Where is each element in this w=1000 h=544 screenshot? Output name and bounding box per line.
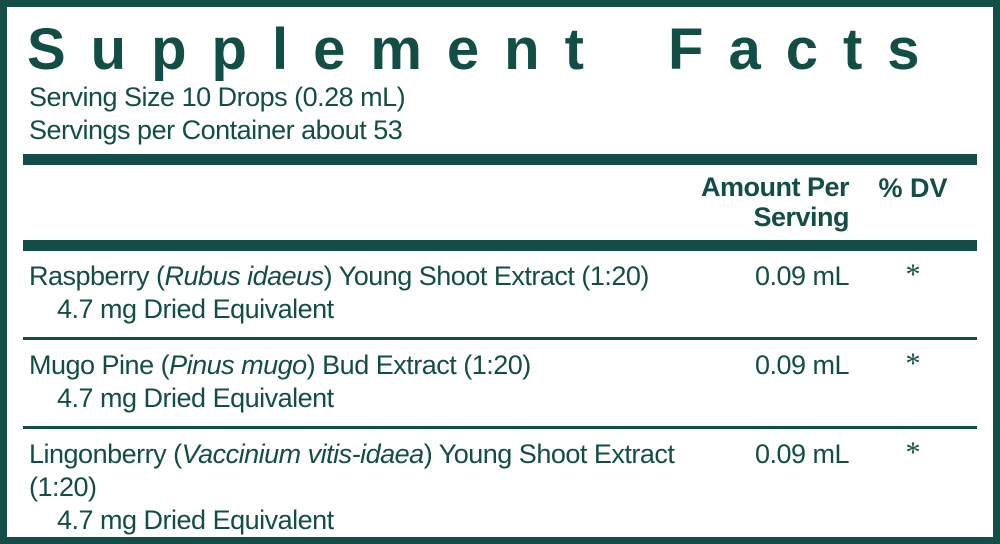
amount-value: 0.09 mL (754, 350, 850, 380)
row-divider (23, 426, 977, 429)
ingredient-name-suffix: ) Young Shoot Extract (1:20) (29, 439, 675, 502)
ingredient-sub-line: 4.7 mg Dried Equivalent (57, 505, 334, 535)
ingredient-name-suffix: ) Young Shoot Extract (1:20) (323, 261, 650, 291)
percent-dv-header: % DV (878, 173, 948, 203)
ingredient-row-raspberry: Raspberry (Rubus idaeus) Young Shoot Ext… (23, 251, 977, 337)
thick-divider-header (23, 240, 977, 251)
amount-value: 0.09 mL (754, 261, 850, 291)
ingredient-name-prefix: Raspberry ( (29, 261, 165, 291)
column-header-row: Amount Per Serving % DV (23, 165, 977, 240)
ingredient-name-block: Raspberry (Rubus idaeus) Young Shoot Ext… (23, 260, 734, 326)
thick-divider-top (23, 154, 977, 165)
ingredient-name-block: Lingonberry (Vaccinium vitis-idaea) Youn… (23, 438, 734, 537)
ingredient-row-lingonberry: Lingonberry (Vaccinium vitis-idaea) Youn… (23, 429, 977, 537)
latin-name: Pinus mugo (169, 350, 307, 380)
ingredient-name-prefix: Mugo Pine ( (29, 350, 170, 380)
ingredient-name: Mugo Pine (Pinus mugo) Bud Extract (1:20… (29, 349, 734, 382)
ingredient-name-prefix: Lingonberry ( (29, 439, 182, 469)
amount-value: 0.09 mL (754, 439, 850, 469)
amount-per-serving-header: Amount Per Serving (700, 172, 850, 232)
ingredient-name-block: Mugo Pine (Pinus mugo) Bud Extract (1:20… (23, 349, 734, 415)
serving-size-text: Serving Size 10 Drops (0.28 mL) (29, 82, 406, 112)
dv-value: * (905, 258, 921, 291)
ingredient-name: Raspberry (Rubus idaeus) Young Shoot Ext… (29, 260, 734, 293)
ingredient-row-mugo-pine: Mugo Pine (Pinus mugo) Bud Extract (1:20… (23, 340, 977, 426)
ingredient-sub-line: 4.7 mg Dried Equivalent (57, 383, 334, 413)
facts-title: Supplement Facts (27, 17, 945, 82)
row-divider (23, 337, 977, 340)
ingredient-name-suffix: ) Bud Extract (1:20) (306, 350, 532, 380)
servings-per-container-text: Servings per Container about 53 (29, 115, 403, 145)
ingredient-sub-line: 4.7 mg Dried Equivalent (57, 294, 334, 324)
ingredient-name: Lingonberry (Vaccinium vitis-idaea) Youn… (29, 438, 734, 504)
latin-name: Vaccinium vitis-idaea (181, 439, 425, 469)
dv-value: * (905, 436, 921, 469)
dv-value: * (905, 347, 921, 380)
latin-name: Rubus idaeus (164, 261, 325, 291)
